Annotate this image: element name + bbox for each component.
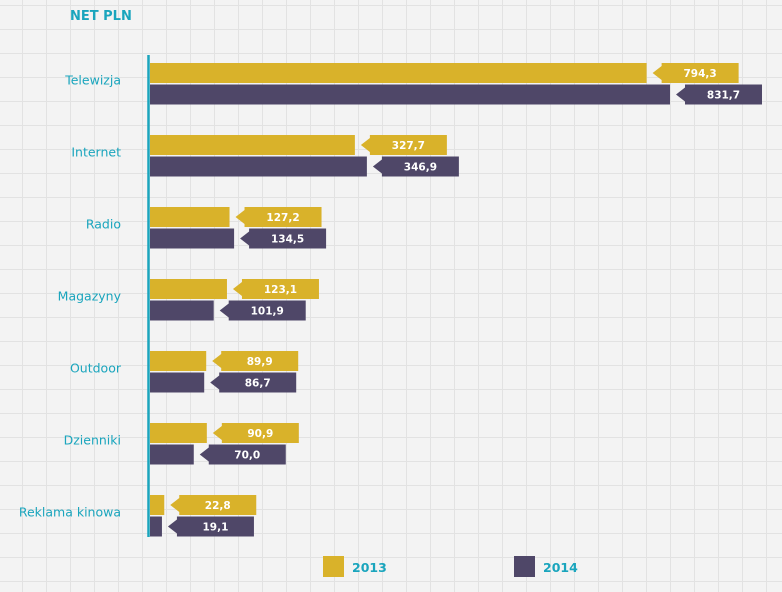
data-label-2014-reklama-kinowa: 19,1: [202, 522, 228, 534]
value-callout-2014-outdoor: [210, 372, 297, 393]
value-callout-2013-magazyny: [232, 279, 319, 299]
legend-label-2014: 2014: [543, 560, 578, 575]
bar-2014-reklama-kinowa: [150, 516, 162, 537]
bar-2013-outdoor: [150, 351, 207, 371]
value-callout-2013-telewizja: [652, 63, 739, 83]
legend: 2013 2014: [323, 556, 578, 577]
data-label-2013-magazyny: 123,1: [264, 284, 297, 296]
category-label-radio: Radio: [86, 217, 121, 232]
bar-2013-internet: [150, 135, 355, 155]
legend-label-2013: 2013: [352, 560, 387, 575]
category-label-dzienniki: Dzienniki: [64, 433, 121, 448]
category-label-reklama-kinowa: Reklama kinowa: [19, 505, 121, 520]
value-callout-2013-internet: [360, 135, 447, 155]
data-label-2014-radio: 134,5: [271, 234, 304, 246]
bar-2013-magazyny: [150, 279, 227, 299]
value-callout-2013-radio: [235, 207, 322, 227]
bar-2014-magazyny: [150, 300, 214, 321]
bars-group: Telewizja 794,3 831,7 Internet 327,7 346,9 Rad…: [19, 63, 762, 537]
value-callout-2014-radio: [240, 228, 327, 249]
legend-swatch-2013: [323, 556, 344, 577]
value-callout-2013-reklama-kinowa: [170, 495, 257, 515]
data-label-2013-reklama-kinowa: 22,8: [205, 500, 231, 512]
category-label-magazyny: Magazyny: [58, 289, 122, 304]
bar-2013-reklama-kinowa: [150, 495, 165, 515]
bar-2013-dzienniki: [150, 423, 207, 443]
data-label-2013-radio: 127,2: [266, 212, 299, 224]
data-label-2013-telewizja: 794,3: [684, 68, 717, 80]
value-callout-2013-outdoor: [212, 351, 299, 371]
data-label-2014-dzienniki: 70,0: [234, 450, 260, 462]
bar-2014-dzienniki: [150, 444, 194, 465]
data-label-2014-magazyny: 101,9: [251, 306, 284, 318]
value-callout-2013-dzienniki: [212, 423, 299, 443]
bar-2014-internet: [150, 156, 367, 177]
data-label-2014-internet: 346,9: [404, 162, 437, 174]
data-label-2013-internet: 327,7: [392, 140, 425, 152]
category-label-outdoor: Outdoor: [70, 361, 122, 376]
value-callout-2014-telewizja: [676, 84, 762, 105]
bar-2014-radio: [150, 228, 235, 249]
value-callout-2014-reklama-kinowa: [167, 516, 254, 537]
bar-2013-telewizja: [150, 63, 647, 83]
bar-2013-radio: [150, 207, 230, 227]
value-callout-2014-internet: [372, 156, 459, 177]
data-label-2014-outdoor: 86,7: [245, 378, 271, 390]
bar-2014-telewizja: [150, 84, 670, 105]
value-callout-2014-magazyny: [219, 300, 306, 321]
chart-title: NET PLN: [70, 9, 132, 24]
data-label-2013-outdoor: 89,9: [247, 356, 273, 368]
bar-2014-outdoor: [150, 372, 205, 393]
value-callout-2014-dzienniki: [199, 444, 286, 465]
data-label-2013-dzienniki: 90,9: [247, 428, 273, 440]
category-label-telewizja: Telewizja: [64, 73, 121, 88]
legend-swatch-2014: [514, 556, 535, 577]
category-label-internet: Internet: [71, 145, 121, 160]
data-label-2014-telewizja: 831,7: [707, 90, 740, 102]
